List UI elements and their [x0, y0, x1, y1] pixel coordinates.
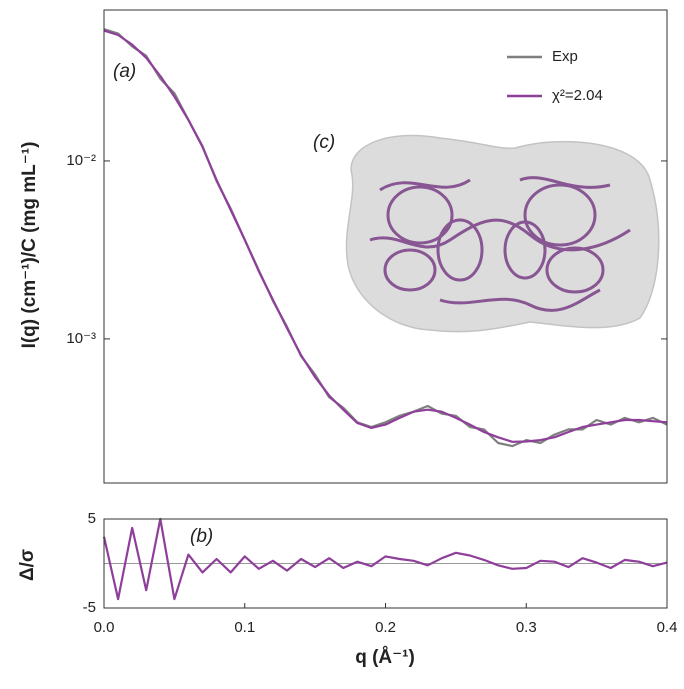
y-tick-label: 5: [88, 510, 96, 527]
x-tick-label: 0.3: [516, 619, 537, 636]
y-tick-label: 10⁻³: [66, 330, 96, 347]
x-tick-label: 0.2: [375, 619, 396, 636]
protein-inset: [345, 134, 660, 333]
legend-label: Exp: [552, 48, 578, 65]
annotation: (c): [313, 132, 335, 153]
x-tick-label: 0.0: [94, 619, 115, 636]
annotation: (b): [190, 526, 213, 547]
x-tick-label: 0.1: [234, 619, 255, 636]
data-line: [103, 29, 668, 443]
legend-label: χ²=2.04: [552, 87, 603, 104]
annotation: (a): [113, 61, 136, 82]
x-tick-label: 0.4: [657, 619, 678, 636]
y-tick-label: -5: [83, 599, 96, 616]
y-tick-label: 10⁻²: [66, 152, 96, 169]
x-axis-label: q (Å⁻¹): [355, 647, 415, 668]
data-line: [102, 517, 668, 601]
y-axis-label: Δ/σ: [17, 549, 38, 581]
plot-frame: [103, 9, 668, 484]
y-axis-label: I(q) (cm⁻¹)/C (mg mL⁻¹): [19, 142, 40, 349]
